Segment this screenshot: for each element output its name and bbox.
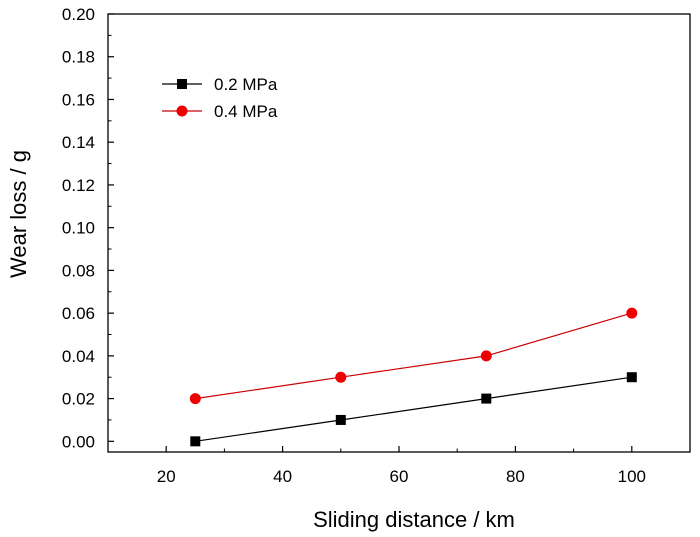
y-tick-label: 0.08 — [62, 261, 95, 280]
y-tick-label: 0.16 — [62, 90, 95, 109]
legend-entry: 0.2 MPa — [162, 75, 278, 94]
y-tick-label: 0.06 — [62, 304, 95, 323]
y-tick-label: 0.20 — [62, 5, 95, 24]
series-line — [195, 312, 632, 400]
x-tick-label: 100 — [618, 467, 646, 486]
y-tick-label: 0.02 — [62, 390, 95, 409]
y-tick-label: 0.14 — [62, 133, 95, 152]
series-0 — [190, 372, 637, 447]
data-point — [626, 307, 638, 319]
legend-label: 0.2 MPa — [214, 75, 278, 94]
y-tick-label: 0.00 — [62, 432, 95, 451]
legend-label: 0.4 MPa — [214, 102, 278, 121]
data-point — [335, 371, 347, 383]
y-tick-label: 0.12 — [62, 176, 95, 195]
data-point — [481, 393, 492, 404]
data-point — [190, 436, 201, 447]
y-axis-title: Wear loss / g — [6, 150, 31, 278]
x-tick-label: 60 — [390, 467, 409, 486]
data-point — [189, 393, 201, 405]
series-1 — [189, 307, 638, 405]
data-point — [335, 414, 346, 425]
y-tick-label: 0.04 — [62, 347, 95, 366]
legend-entry: 0.4 MPa — [162, 102, 278, 121]
x-tick-label: 20 — [157, 467, 176, 486]
x-axis-title: Sliding distance / km — [313, 507, 515, 532]
data-point — [626, 372, 637, 383]
x-tick-label: 80 — [506, 467, 525, 486]
y-tick-label: 0.10 — [62, 219, 95, 238]
legend-marker — [177, 79, 187, 89]
legend-marker — [176, 105, 188, 117]
y-tick-label: 0.18 — [62, 48, 95, 67]
plot-frame — [107, 13, 691, 453]
data-point — [480, 350, 492, 362]
series-line — [195, 376, 632, 442]
x-tick-label: 40 — [273, 467, 292, 486]
